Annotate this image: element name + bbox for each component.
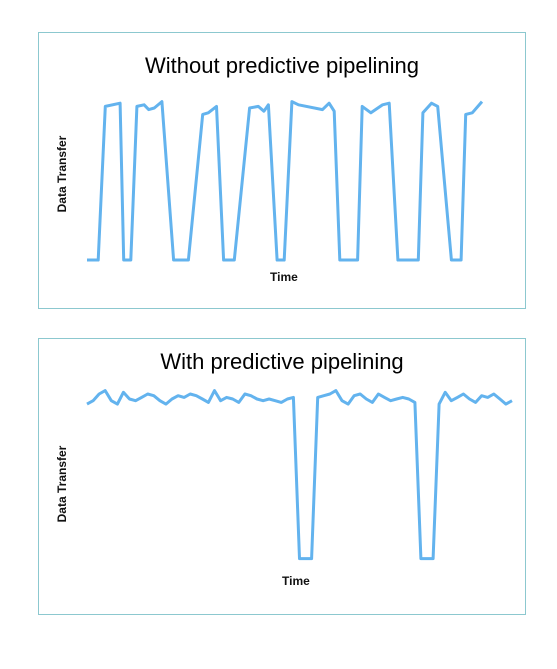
- data-series-line: [87, 100, 484, 262]
- line-plot: [87, 100, 484, 262]
- chart-panel-with-pipelining: With predictive pipelining Data Transfer…: [38, 338, 526, 615]
- line-plot: [86, 389, 513, 561]
- chart-title: Without predictive pipelining: [145, 53, 419, 78]
- data-series-line: [86, 389, 513, 561]
- x-axis-label: Time: [282, 574, 310, 588]
- chart-title: With predictive pipelining: [160, 349, 404, 374]
- x-axis-label: Time: [270, 270, 298, 284]
- chart-panel-without-pipelining: Without predictive pipelining Data Trans…: [38, 32, 526, 309]
